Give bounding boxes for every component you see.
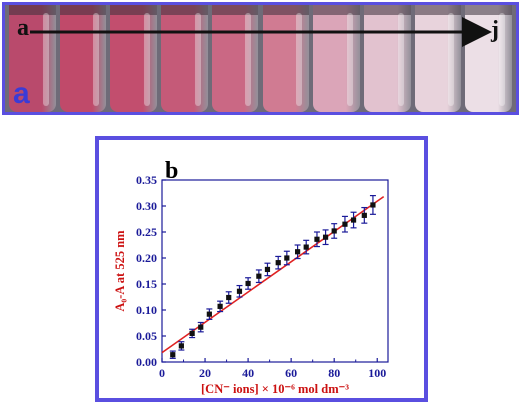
y-tick-label: 0.15 xyxy=(136,277,157,291)
data-point-group xyxy=(294,244,301,260)
panel-a-label: a xyxy=(13,77,30,110)
vial xyxy=(313,5,360,112)
y-tick-label: 0.00 xyxy=(136,355,157,369)
x-tick-label: 0 xyxy=(159,366,165,380)
data-point-group xyxy=(236,284,243,298)
data-point xyxy=(198,324,204,330)
data-point xyxy=(342,221,348,227)
data-point-group xyxy=(197,321,204,333)
data-point-group xyxy=(283,250,290,266)
vial-row xyxy=(5,5,516,112)
data-point-group xyxy=(217,300,224,313)
data-points-layer xyxy=(169,194,376,359)
x-tick-label: 100 xyxy=(368,366,386,380)
data-point-group xyxy=(341,215,348,233)
x-tick-label: 20 xyxy=(199,366,211,380)
axis-ticks xyxy=(161,179,378,363)
data-point xyxy=(178,343,184,349)
y-tick-label: 0.20 xyxy=(136,251,157,265)
vial xyxy=(414,5,462,112)
plot-area xyxy=(161,179,389,363)
x-axis-title: [CN⁻ ions] × 10⁻⁶ mol dm⁻³ xyxy=(201,382,349,396)
y-tick-label: 0.05 xyxy=(136,329,157,343)
data-point xyxy=(256,273,262,279)
chart-panel: 0 20 40 60 80 100 0.00 0.05 0.10 0.15 0.20 0.25 0.3… xyxy=(95,136,428,402)
direction-arrow xyxy=(30,17,492,47)
y-tick-label: 0.30 xyxy=(136,199,157,213)
data-point xyxy=(245,280,251,287)
x-tick-label: 40 xyxy=(242,366,254,380)
y-tick-labels: 0.00 0.05 0.10 0.15 0.20 0.25 0.30 0.35 xyxy=(136,173,157,369)
data-point-group xyxy=(255,269,262,284)
data-point xyxy=(284,255,290,261)
data-point xyxy=(350,217,357,223)
data-point xyxy=(331,228,337,234)
y-axis-title: A₀-A at 525 nm xyxy=(113,230,127,312)
vial xyxy=(262,5,310,112)
data-point xyxy=(264,266,271,273)
data-point-group xyxy=(313,231,320,248)
x-tick-labels: 0 20 40 60 80 100 xyxy=(159,366,386,380)
vial xyxy=(161,5,208,112)
series-end-label: j xyxy=(491,17,499,43)
series-start-label: a xyxy=(17,15,29,41)
data-point xyxy=(361,212,367,218)
data-point xyxy=(303,244,309,250)
data-point xyxy=(322,234,329,240)
data-point-group xyxy=(369,194,376,215)
data-point-group xyxy=(206,308,213,320)
data-point xyxy=(189,330,195,336)
data-point xyxy=(170,352,176,358)
vial-photo: a j a xyxy=(2,2,519,115)
y-tick-label: 0.10 xyxy=(136,303,157,317)
data-point xyxy=(206,311,212,317)
data-point-group xyxy=(225,291,232,304)
panel-b-label: b xyxy=(165,158,178,184)
data-point xyxy=(275,260,281,266)
data-point xyxy=(295,249,301,255)
data-point-group xyxy=(178,341,185,351)
x-tick-label: 80 xyxy=(328,366,340,380)
fit-line-layer xyxy=(161,195,385,354)
data-point xyxy=(226,294,232,301)
data-point-group xyxy=(169,350,176,359)
data-point-group xyxy=(264,262,271,277)
vial xyxy=(110,5,158,112)
y-tick-label: 0.35 xyxy=(136,173,157,187)
x-tick-label: 60 xyxy=(285,366,297,380)
data-point-group xyxy=(361,206,368,224)
data-point-group xyxy=(189,328,196,339)
y-tick-label: 0.25 xyxy=(136,225,157,239)
data-point xyxy=(314,236,320,242)
data-point-group xyxy=(322,229,329,246)
data-point-group xyxy=(245,277,252,290)
data-point-group xyxy=(350,211,357,229)
vial xyxy=(59,5,107,112)
fit-line xyxy=(161,195,385,354)
data-point xyxy=(236,288,243,294)
calibration-chart: 0 20 40 60 80 100 0.00 0.05 0.10 0.15 0.20 0.25 0.3… xyxy=(113,158,389,396)
vial xyxy=(9,5,56,112)
data-point-group xyxy=(331,223,338,239)
vial xyxy=(211,5,259,112)
data-point xyxy=(370,202,376,208)
data-point-group xyxy=(275,255,282,270)
data-point xyxy=(217,303,223,309)
vial xyxy=(363,5,411,112)
data-point-group xyxy=(303,239,310,255)
